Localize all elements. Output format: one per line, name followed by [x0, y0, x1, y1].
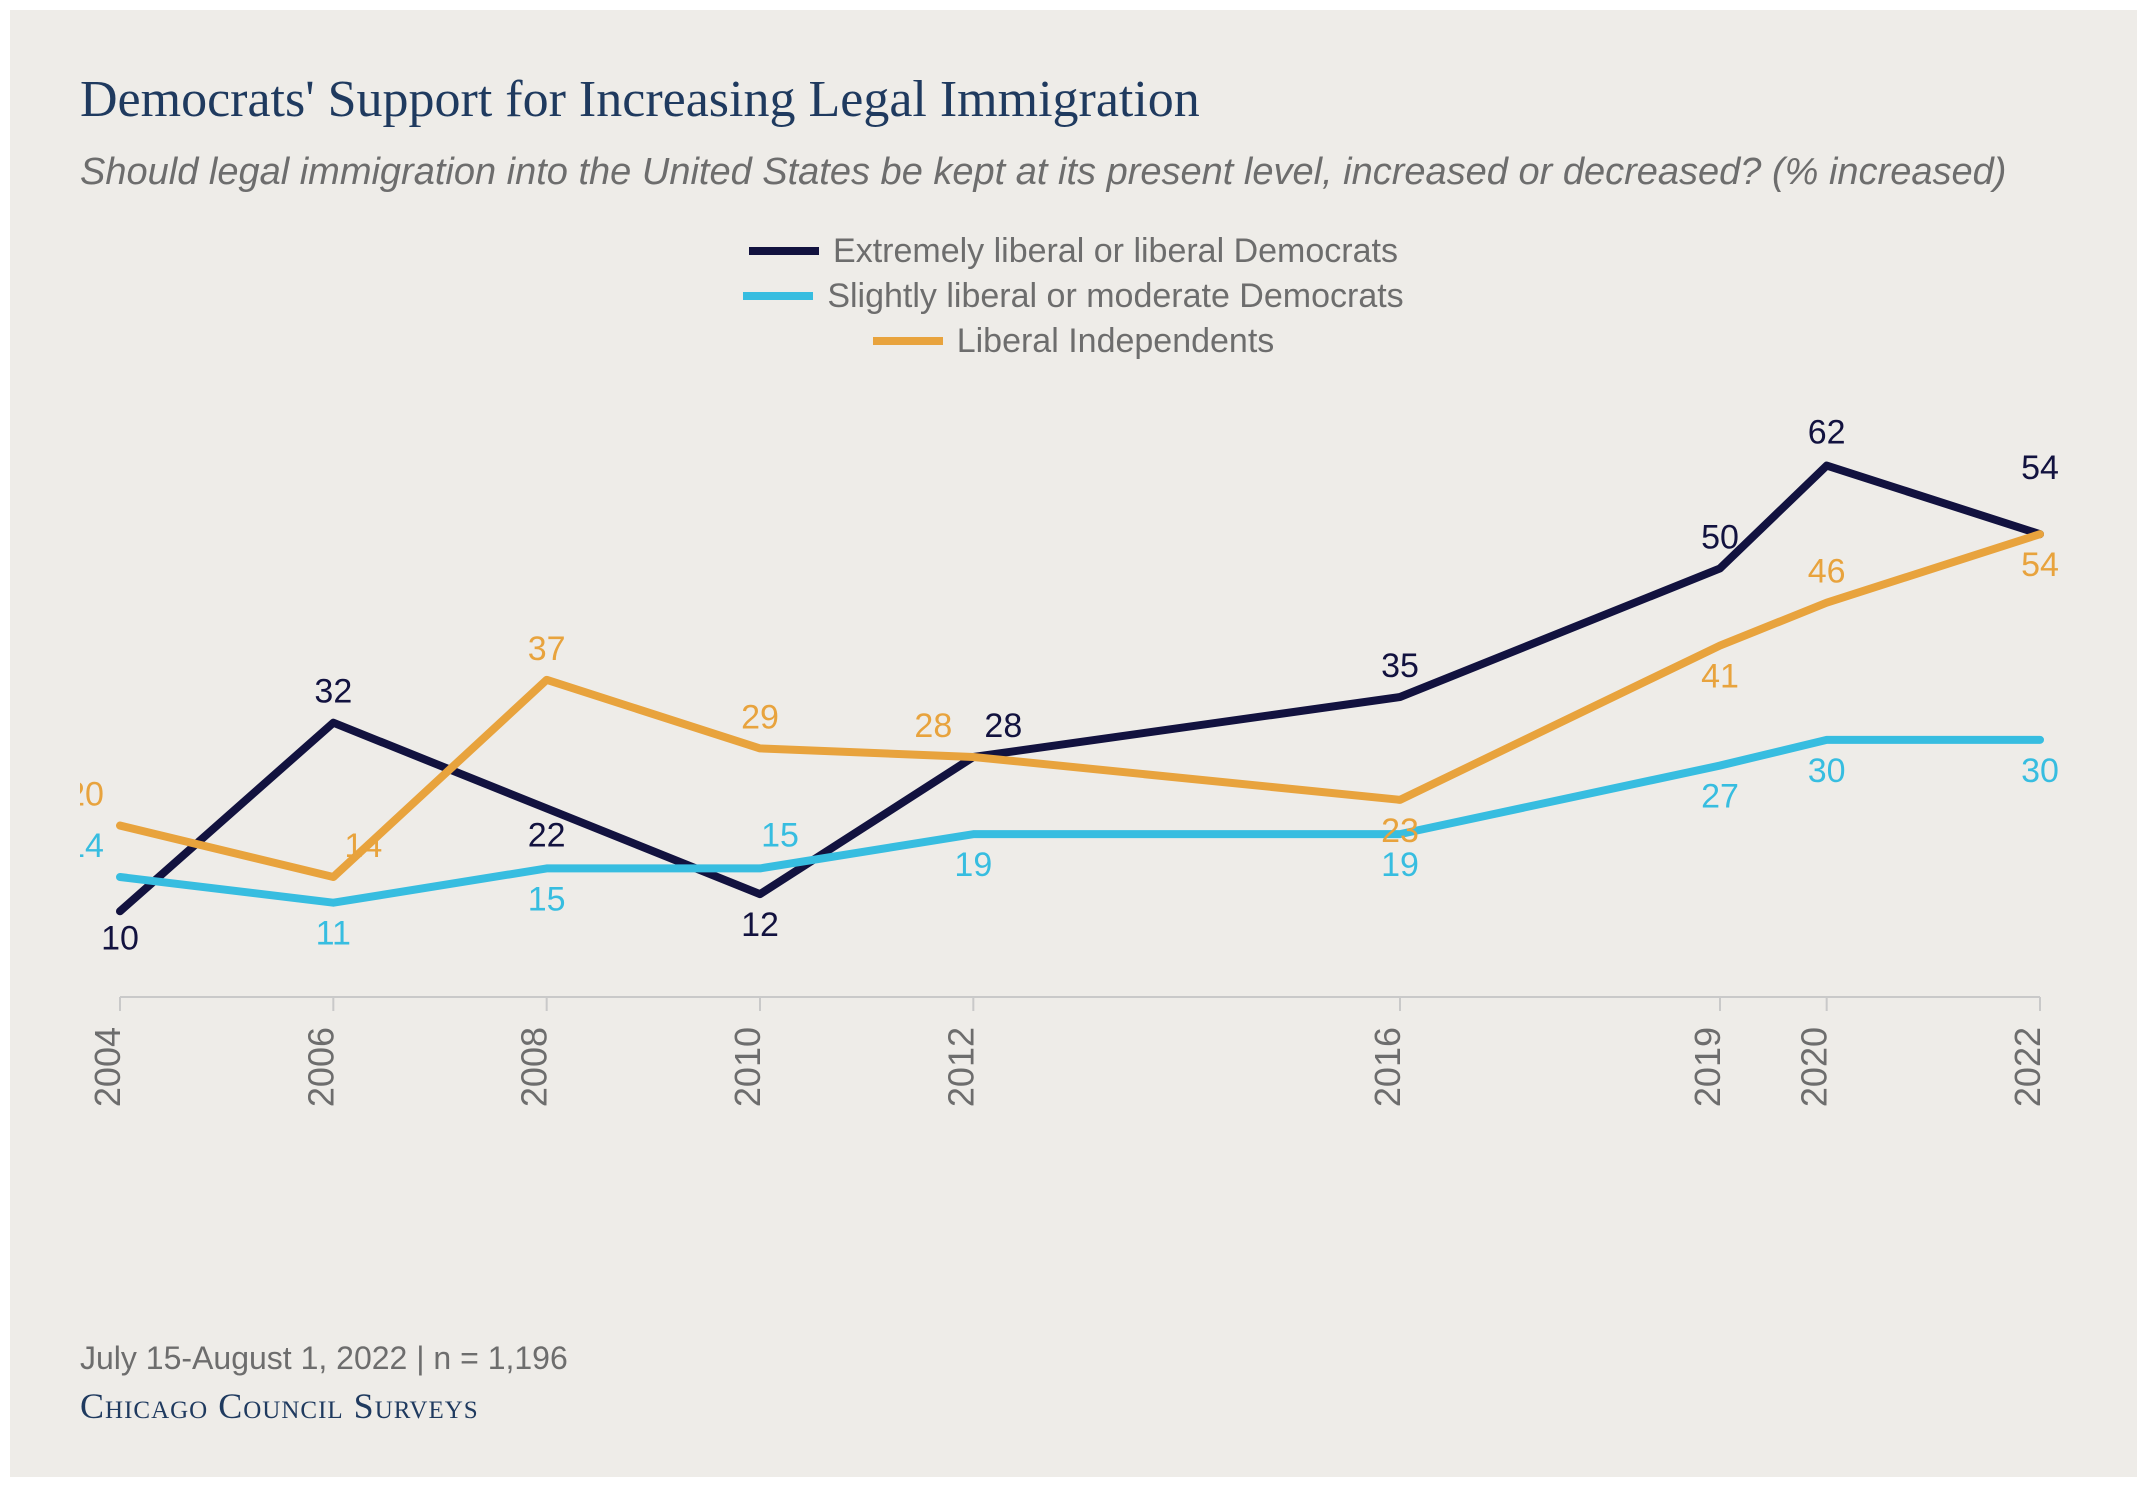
legend-label: Liberal Independents — [957, 322, 1275, 361]
data-label: 28 — [914, 707, 952, 745]
data-label: 27 — [1701, 777, 1739, 815]
footer-source: Chicago Council Surveys — [80, 1385, 568, 1427]
series-line-lib_ind — [120, 534, 2040, 877]
data-label: 15 — [761, 816, 799, 854]
chart-footer: July 15-August 1, 2022 | n = 1,196 Chica… — [80, 1340, 568, 1427]
footer-meta: July 15-August 1, 2022 | n = 1,196 — [80, 1340, 568, 1377]
data-label: 62 — [1808, 413, 1846, 451]
data-label: 20 — [80, 775, 104, 813]
x-tick-label: 2008 — [514, 1027, 555, 1107]
data-label: 30 — [1808, 751, 1846, 789]
legend-label: Extremely liberal or liberal Democrats — [833, 232, 1398, 271]
data-label: 30 — [2021, 751, 2059, 789]
x-tick-label: 2016 — [1367, 1027, 1408, 1107]
outer-frame: Democrats' Support for Increasing Legal … — [0, 0, 2147, 1487]
data-label: 29 — [741, 698, 779, 736]
data-label: 35 — [1381, 647, 1419, 685]
data-label: 19 — [1381, 846, 1419, 884]
data-label: 41 — [1701, 657, 1739, 695]
x-tick-label: 2022 — [2007, 1027, 2048, 1107]
data-label: 50 — [1701, 518, 1739, 556]
x-tick-label: 2010 — [727, 1027, 768, 1107]
legend-item: Slightly liberal or moderate Democrats — [743, 277, 1403, 316]
chart-card: Democrats' Support for Increasing Legal … — [10, 10, 2137, 1477]
data-label: 15 — [528, 880, 566, 918]
data-label: 46 — [1808, 552, 1846, 590]
x-tick-label: 2020 — [1794, 1027, 1835, 1107]
data-label: 12 — [741, 906, 779, 944]
legend-swatch — [749, 247, 819, 255]
data-label: 37 — [528, 629, 566, 667]
data-label: 54 — [2021, 546, 2059, 584]
data-label: 14 — [80, 827, 104, 865]
legend-swatch — [743, 292, 813, 300]
legend-label: Slightly liberal or moderate Democrats — [827, 277, 1403, 316]
data-label: 28 — [984, 707, 1022, 745]
data-label: 32 — [314, 672, 352, 710]
data-label: 22 — [528, 816, 566, 854]
legend-item: Liberal Independents — [873, 322, 1275, 361]
data-label: 23 — [1381, 811, 1419, 849]
chart-title: Democrats' Support for Increasing Legal … — [80, 70, 2067, 129]
x-tick-label: 2006 — [300, 1027, 341, 1107]
legend: Extremely liberal or liberal Democrats Sl… — [80, 232, 2067, 367]
data-label: 19 — [954, 846, 992, 884]
x-tick-label: 2019 — [1687, 1027, 1728, 1107]
x-tick-label: 2012 — [940, 1027, 981, 1107]
legend-item: Extremely liberal or liberal Democrats — [749, 232, 1398, 271]
data-label: 10 — [101, 919, 139, 957]
x-tick-label: 2004 — [87, 1027, 128, 1107]
series-line-ext_lib — [120, 465, 2040, 911]
line-chart: 2004200620082010201220162019202020221032… — [80, 377, 2080, 1137]
chart-area: 2004200620082010201220162019202020221032… — [80, 377, 2067, 1142]
data-label: 11 — [316, 914, 351, 952]
data-label: 14 — [344, 827, 382, 865]
legend-swatch — [873, 337, 943, 345]
data-label: 54 — [2021, 449, 2059, 487]
chart-subtitle: Should legal immigration into the United… — [80, 149, 2067, 197]
